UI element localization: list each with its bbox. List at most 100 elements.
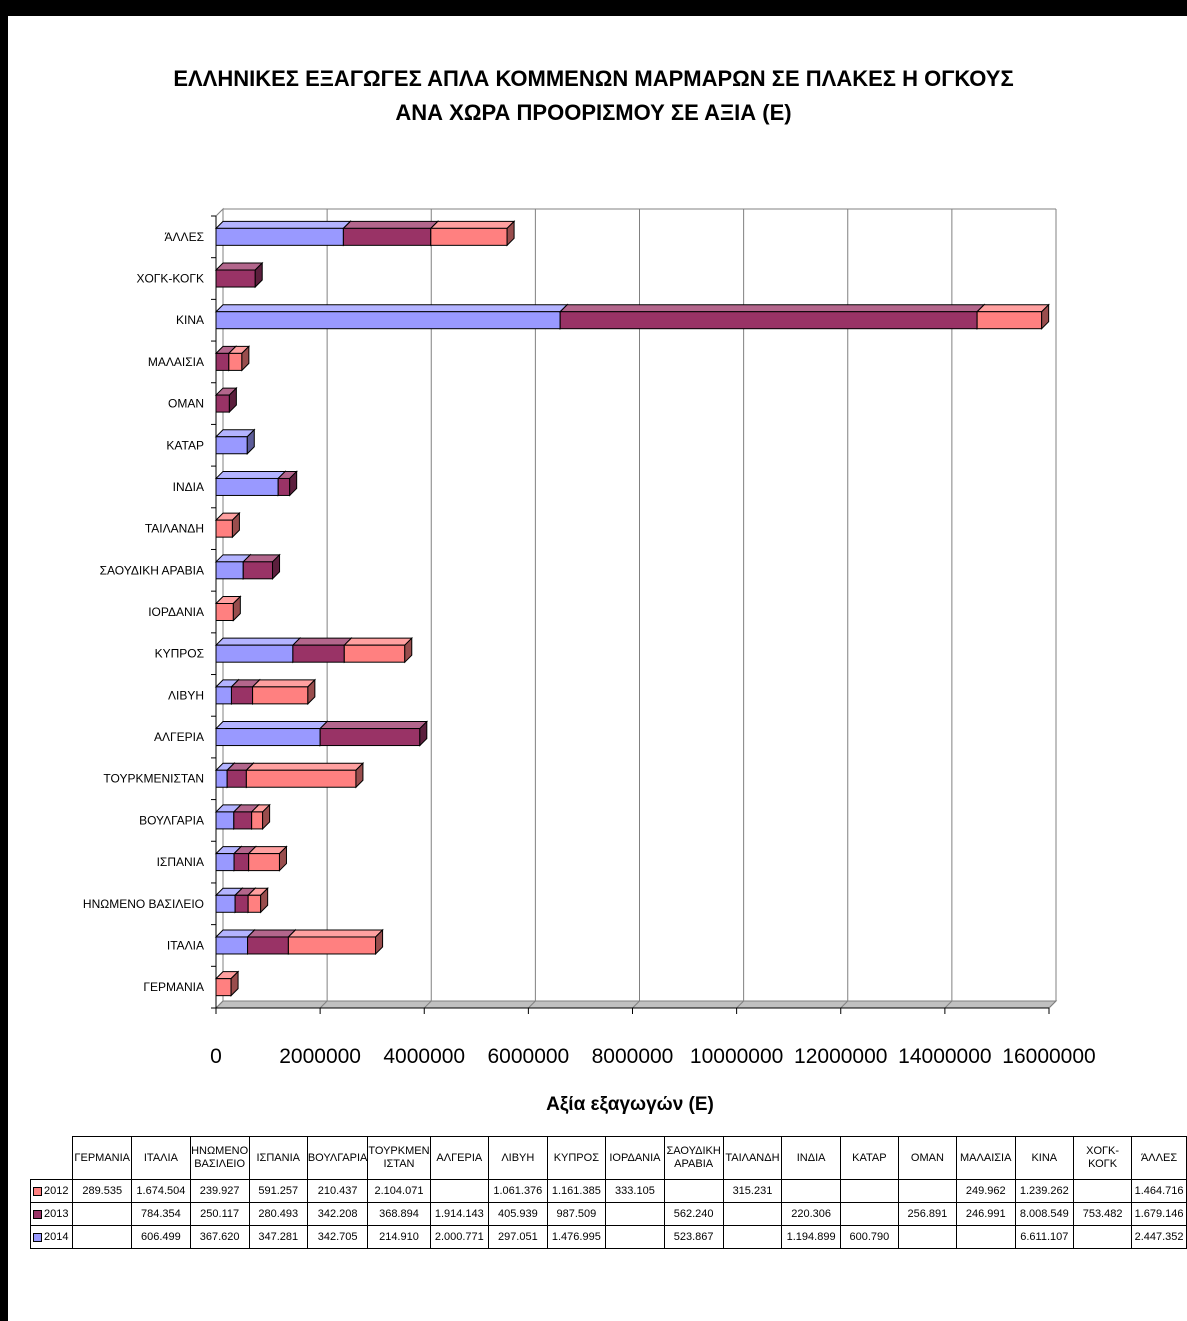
chart-title-line-2: ΑΝΑ ΧΩΡΑ ΠΡΟΟΡΙΣΜΟΥ ΣΕ ΑΞΙΑ (Ε) bbox=[395, 100, 792, 125]
legend-label: 2012 bbox=[44, 1185, 69, 1197]
table-cell: 280.493 bbox=[248, 1202, 308, 1226]
table-cell: 591.257 bbox=[248, 1179, 308, 1203]
y-category-label: ΧΟΓΚ-ΚΟΓΚ bbox=[136, 272, 204, 286]
table-column-header: ΓΕΡΜΑΝΙΑ bbox=[72, 1136, 133, 1180]
bar-segment-top bbox=[251, 679, 317, 688]
bar-segment-side bbox=[230, 970, 239, 997]
table-cell: 600.790 bbox=[839, 1225, 899, 1249]
y-category-label: ΣΑΟΥΔΙΚΗ ΑΡΑΒΙΑ bbox=[100, 563, 204, 577]
bar-segment bbox=[215, 227, 344, 246]
table-cell: 246.991 bbox=[955, 1202, 1016, 1226]
bar-segment bbox=[215, 603, 234, 621]
table-column-header: ΒΟΥΛΓΑΡΙΑ bbox=[306, 1136, 369, 1180]
bar-segment bbox=[215, 894, 236, 913]
bar-segment-side bbox=[228, 386, 237, 414]
table-cell bbox=[429, 1179, 490, 1203]
chart-title-line-1: ΕΛΛΗΝΙΚΕΣ ΕΞΑΓΩΓΕΣ ΑΠΛΑ ΚΟΜΜΕΝΩΝ ΜΑΡΜΑΡΩ… bbox=[173, 66, 1014, 91]
table-column-header: ΙΝΔΙΑ bbox=[781, 1136, 841, 1180]
table-cell: 368.894 bbox=[367, 1202, 431, 1226]
table-cell: 342.705 bbox=[306, 1225, 369, 1249]
bar-segment bbox=[242, 561, 274, 580]
table-body: 2012 289.535 1.674.504 239.927 591.257 210.43… bbox=[29, 1179, 1187, 1249]
bar-segment-side bbox=[260, 887, 269, 914]
table-cell: 1.464.716 bbox=[1131, 1179, 1187, 1203]
gridline-depth bbox=[528, 1000, 536, 1009]
bar-segment bbox=[342, 227, 432, 246]
y-category-label: ΜΑΛΑΙΣΙΑ bbox=[148, 355, 204, 369]
table-corner bbox=[30, 1136, 74, 1180]
gridline-depth bbox=[423, 1000, 432, 1009]
x-tick-label: 8000000 bbox=[592, 1045, 674, 1068]
table-cell: 1.239.262 bbox=[1014, 1179, 1075, 1203]
table-column-header: ΜΑΛΑΙΣΙΑ bbox=[955, 1136, 1016, 1180]
y-category-label: ΟΜΑΝ bbox=[168, 397, 204, 411]
bar-segment bbox=[319, 728, 421, 747]
table-column-header: ΙΤΑΛΙΑ bbox=[131, 1136, 191, 1180]
x-tick-label: 6000000 bbox=[487, 1045, 569, 1068]
bar-segment-top bbox=[214, 220, 352, 229]
table-cell: 1.161.385 bbox=[546, 1179, 607, 1203]
table-cell: 6.611.107 bbox=[1014, 1225, 1075, 1249]
gridline-depth bbox=[736, 1000, 744, 1009]
bar-segment-side bbox=[419, 720, 428, 747]
table-cell: 2.000.771 bbox=[429, 1225, 490, 1249]
y-category-label: ΚΥΠΡΟΣ bbox=[155, 647, 204, 661]
table-cell bbox=[839, 1202, 899, 1226]
bar-chart: 0 2000000 4000000 6000000 8000000 10000000 120… bbox=[83, 207, 1096, 1068]
bar-segment bbox=[215, 728, 321, 747]
bar-segment bbox=[230, 686, 254, 705]
bar-segment bbox=[430, 227, 508, 246]
table-cell: 297.051 bbox=[488, 1225, 548, 1249]
bar-segment bbox=[245, 769, 357, 788]
bar-segment bbox=[215, 269, 256, 288]
table-column-header: ΚΑΤΑΡ bbox=[839, 1136, 899, 1180]
table-cell bbox=[72, 1202, 133, 1226]
y-category-label: ΆΛΛΕΣ bbox=[165, 230, 204, 244]
y-category-label: ΤΟΥΡΚΜΕΝΙΣΤΑΝ bbox=[103, 772, 204, 786]
bar-segment-side bbox=[246, 428, 255, 455]
bar-segment-top bbox=[245, 762, 365, 771]
x-tick-label: 16000000 bbox=[1002, 1045, 1095, 1068]
bar-segment-top bbox=[214, 262, 264, 271]
table-cell: 347.281 bbox=[248, 1225, 308, 1249]
gridline-depth bbox=[840, 1000, 849, 1009]
table-cell: 256.891 bbox=[897, 1202, 957, 1226]
bar-segment bbox=[228, 352, 243, 371]
bar-segment-top bbox=[558, 304, 986, 313]
bar-segment-side bbox=[254, 261, 263, 289]
bar-segment-side bbox=[375, 928, 384, 956]
table-column-header: ΚΙΝΑ bbox=[1014, 1136, 1075, 1180]
table-column-header: ΙΣΠΑΝΙΑ bbox=[248, 1136, 308, 1180]
bar-segment bbox=[215, 811, 235, 830]
table-cell bbox=[605, 1225, 665, 1249]
table-cell bbox=[1073, 1225, 1133, 1249]
y-category-label: ΚΑΤΑΡ bbox=[166, 438, 204, 452]
table-cell: 8.008.549 bbox=[1014, 1202, 1075, 1226]
bar-segment bbox=[215, 352, 230, 371]
table-column-header: ΣΑΟΥΔΙΚΗ ΑΡΑΒΙΑ bbox=[663, 1136, 724, 1180]
table-column-header: ΙΟΡΔΑΝΙΑ bbox=[605, 1136, 665, 1180]
table-cell bbox=[955, 1225, 1016, 1249]
bar-segment-side bbox=[1041, 303, 1050, 330]
table-cell: 1.061.376 bbox=[488, 1179, 548, 1203]
table-cell bbox=[1073, 1179, 1133, 1203]
bar-segment bbox=[215, 436, 248, 455]
bar-segment-top bbox=[342, 220, 440, 229]
table-column-header: ΚΥΠΡΟΣ bbox=[546, 1136, 607, 1180]
table-cell: 333.105 bbox=[605, 1179, 665, 1203]
gridline-depth bbox=[944, 1000, 953, 1009]
table-row: 2012 289.535 1.674.504 239.927 591.257 210.43… bbox=[29, 1179, 1187, 1203]
gridline-depth bbox=[215, 1000, 224, 1009]
y-category-label: ΒΟΥΛΓΑΡΙΑ bbox=[139, 813, 204, 827]
table-cell: 2.104.071 bbox=[367, 1179, 431, 1203]
table-cell: 1.674.504 bbox=[131, 1179, 191, 1203]
table-row: 2013 784.354 250.117 280.493 342.208 368.894 1… bbox=[29, 1202, 1187, 1226]
bar-segment-top bbox=[214, 304, 569, 313]
bar-segment-top bbox=[343, 637, 413, 646]
table-row: 2014 606.499 367.620 347.281 342.705 214.910 2… bbox=[29, 1225, 1187, 1249]
table-cell: 289.535 bbox=[72, 1179, 133, 1203]
bar-segment-side bbox=[232, 595, 241, 622]
bar-segment bbox=[215, 936, 249, 955]
table-cell: 606.499 bbox=[131, 1225, 191, 1249]
bar-segment bbox=[292, 644, 345, 663]
